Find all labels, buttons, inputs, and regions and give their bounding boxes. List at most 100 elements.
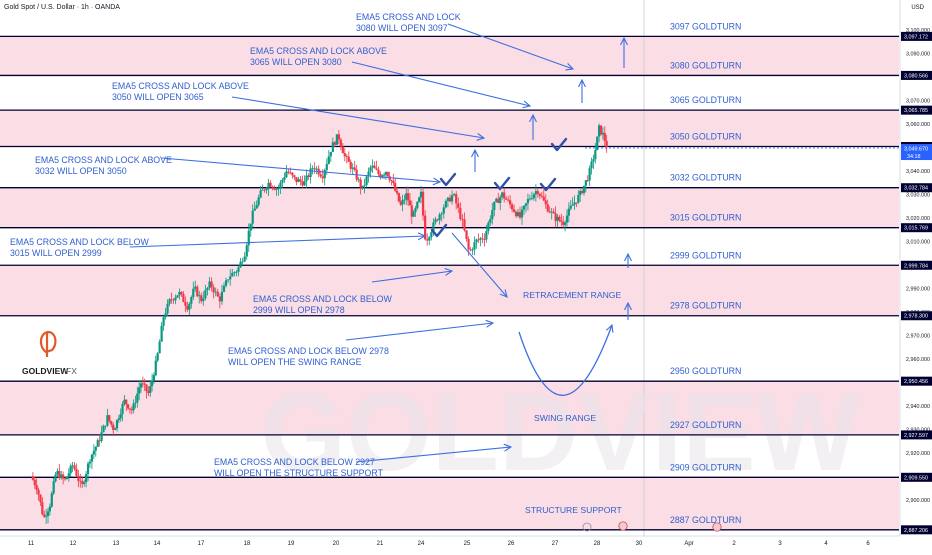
checkmark-icon [430, 223, 448, 238]
zone-label: RETRACEMENT RANGE [523, 290, 621, 300]
goldturn-band [0, 36, 899, 76]
candle-body [408, 200, 412, 206]
candle-body [212, 287, 215, 293]
y-tick-label: 3,090.000 [906, 51, 930, 57]
candle-body [136, 393, 139, 403]
level-axis-tag [901, 183, 932, 193]
candle-body [174, 297, 177, 301]
arrow-3065 [231, 96, 484, 138]
candle-body [388, 176, 391, 181]
candle-body [176, 295, 179, 298]
candle-body [392, 180, 395, 184]
candle-body [592, 159, 595, 162]
x-tick-label: Apr [684, 541, 693, 547]
candle-body [45, 516, 48, 517]
candle-body [463, 219, 466, 231]
level-axis-tag [901, 105, 932, 115]
x-tick-label: 28 [594, 541, 601, 547]
symbol-header: Gold Spot / U.S. Dollar · 1h · OANDA [4, 4, 120, 11]
y-tick-label: 2,990.000 [906, 286, 930, 292]
candle-body [301, 181, 304, 186]
annotation-text: 3015 WILL OPEN 2999 [10, 248, 102, 258]
x-tick-label: 24 [418, 541, 425, 547]
candle-body [208, 281, 211, 288]
candle-body [309, 168, 312, 178]
candle-body [579, 190, 582, 195]
candle-body [33, 479, 36, 486]
candle-body [237, 267, 240, 272]
candle-body [293, 175, 296, 178]
candle-body [126, 404, 130, 409]
candle-body [130, 409, 133, 411]
annotation-text: WILL OPEN THE SWING RANGE [228, 357, 362, 367]
x-tick-label: 21 [377, 541, 384, 547]
candle-body [134, 402, 137, 404]
candle-body [406, 193, 410, 201]
candle-body [291, 172, 294, 176]
annotation-text: EMA5 CROSS AND LOCK BELOW [253, 294, 393, 304]
candle-body [143, 383, 146, 385]
candle-body [251, 210, 254, 224]
candle-body [428, 237, 431, 241]
candle-body [321, 176, 324, 179]
zone-label: SWING RANGE [534, 413, 596, 423]
candle-body [556, 216, 559, 221]
candle-body [419, 191, 423, 198]
candle-body [448, 197, 452, 202]
x-tick-label: 11 [28, 541, 35, 547]
candle-body [536, 191, 539, 194]
candle-body [379, 174, 382, 178]
annotation-text: WILL OPEN THE STRUCTURE SUPPORT [214, 468, 384, 478]
candle-body [94, 446, 97, 451]
candle-body [241, 261, 244, 263]
candle-body [275, 189, 278, 190]
x-tick-label: 18 [244, 541, 251, 547]
candle-body [54, 474, 57, 482]
candle-body [73, 465, 76, 469]
candle-body [112, 424, 115, 430]
candle-body [170, 299, 173, 301]
candle-body [605, 140, 608, 148]
candle-body [123, 399, 126, 404]
goldturn-band [0, 110, 899, 147]
x-tick-label: 4 [824, 541, 828, 547]
candle-body [65, 476, 69, 480]
candle-body [386, 172, 389, 177]
candle-body [440, 213, 443, 215]
annotation-text: EMA5 CROSS AND LOCK BELOW 2978 [228, 346, 389, 356]
level-axis-label: 3,097.172 [904, 34, 928, 40]
watermark-text: GOLDVIEW [261, 371, 860, 494]
candle-body [178, 291, 181, 296]
candle-body [75, 468, 78, 476]
checkmark-icon [439, 172, 457, 187]
candle-body [277, 188, 280, 190]
candle-body [200, 295, 203, 302]
candle-body [235, 271, 238, 273]
candle-body [491, 210, 494, 220]
candle-body [438, 214, 441, 221]
candle-body [56, 471, 59, 475]
candle-body [43, 514, 46, 517]
candle-body [92, 450, 95, 455]
y-tick-label: 2,970.000 [906, 333, 930, 339]
candle-body [149, 386, 152, 394]
candle-body [469, 249, 472, 251]
goldturn-label: 3015 GOLDTURN [670, 213, 741, 223]
goldturn-band [0, 477, 899, 530]
candle-body [253, 208, 256, 211]
candle-body [257, 197, 260, 205]
candle-body [418, 197, 421, 202]
candle-body [150, 380, 154, 387]
candle-body [58, 471, 61, 479]
candle-body [520, 209, 524, 218]
x-tick-label: 6 [866, 541, 870, 547]
candle-body [522, 205, 526, 210]
candle-body [465, 230, 468, 239]
candle-body [353, 167, 356, 170]
candle-body [577, 194, 580, 203]
candle-body [247, 230, 250, 246]
candle-body [412, 211, 415, 217]
candle-body [139, 383, 143, 388]
